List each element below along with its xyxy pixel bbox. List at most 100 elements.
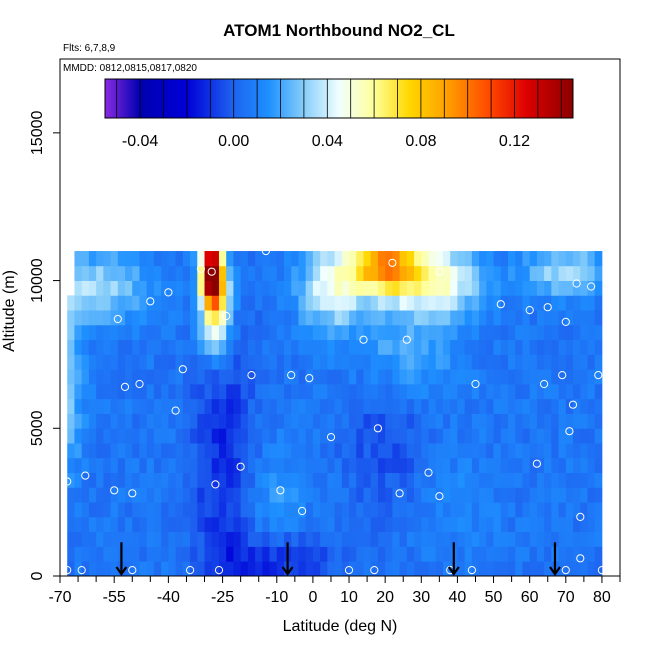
x-tick-label: 20 bbox=[376, 589, 394, 606]
heatmap-cell bbox=[161, 531, 169, 547]
heatmap-cell bbox=[67, 457, 75, 473]
heatmap-cell bbox=[522, 265, 531, 281]
heatmap-cell bbox=[341, 280, 350, 296]
heatmap-cell bbox=[233, 502, 242, 518]
heatmap-cell bbox=[334, 502, 343, 518]
heatmap-cell bbox=[544, 251, 552, 267]
heatmap-cell bbox=[312, 516, 321, 533]
heatmap-cell bbox=[580, 546, 588, 562]
heatmap-cell bbox=[515, 472, 523, 488]
heatmap-cell bbox=[334, 413, 343, 429]
heatmap-cell bbox=[74, 324, 83, 341]
heatmap-cell bbox=[406, 531, 415, 547]
heatmap-cell bbox=[284, 354, 292, 370]
heatmap-cell bbox=[558, 428, 567, 444]
heatmap-cell bbox=[442, 280, 451, 296]
x-tick-label: -40 bbox=[157, 589, 180, 606]
heatmap-cell bbox=[312, 443, 321, 459]
heatmap-cell bbox=[175, 413, 184, 429]
heatmap-cell bbox=[573, 443, 581, 459]
heatmap-cell bbox=[125, 413, 133, 429]
heatmap-cell bbox=[594, 546, 603, 562]
heatmap-cell bbox=[240, 383, 249, 400]
heatmap-cell bbox=[320, 295, 328, 311]
heatmap-cell bbox=[392, 561, 401, 577]
heatmap-cell bbox=[305, 251, 314, 267]
heatmap-cell bbox=[312, 265, 321, 281]
heatmap-cell bbox=[182, 428, 191, 444]
heatmap-cell bbox=[269, 383, 278, 400]
heatmap-cell bbox=[406, 487, 415, 503]
heatmap-cell bbox=[103, 324, 111, 341]
heatmap-cell bbox=[262, 457, 270, 473]
heatmap-cell bbox=[565, 413, 574, 429]
heatmap-cell bbox=[515, 531, 523, 547]
heatmap-cell bbox=[240, 487, 249, 503]
heatmap-cell bbox=[139, 546, 148, 562]
heatmap-cell bbox=[457, 561, 466, 577]
heatmap-cell bbox=[67, 502, 75, 518]
heatmap-cell bbox=[385, 280, 393, 296]
heatmap-cell bbox=[479, 324, 487, 341]
heatmap-cell bbox=[182, 280, 191, 296]
heatmap-cell bbox=[276, 443, 285, 459]
heatmap-cell bbox=[276, 502, 285, 518]
heatmap-cell bbox=[298, 428, 307, 444]
heatmap-cell bbox=[327, 354, 335, 370]
heatmap-cell bbox=[385, 251, 393, 267]
heatmap-cell bbox=[508, 516, 516, 533]
heatmap-cell bbox=[291, 561, 299, 577]
heatmap-cell bbox=[536, 443, 545, 459]
heatmap-cell bbox=[197, 443, 205, 459]
heatmap-cell bbox=[240, 324, 249, 341]
heatmap-cell bbox=[298, 561, 307, 577]
heatmap-cell bbox=[132, 428, 140, 444]
heatmap-cell bbox=[421, 383, 429, 400]
heatmap-cell bbox=[125, 369, 133, 385]
heatmap-cell bbox=[594, 310, 603, 326]
heatmap-cell bbox=[327, 280, 335, 296]
observation-point bbox=[211, 480, 220, 489]
heatmap-cell bbox=[175, 310, 184, 326]
heatmap-cell bbox=[117, 324, 126, 341]
heatmap-cell bbox=[536, 531, 545, 547]
heatmap-cell bbox=[110, 413, 119, 429]
heatmap-cell bbox=[587, 354, 596, 370]
heatmap-cell bbox=[558, 339, 567, 355]
heatmap-cell bbox=[312, 472, 321, 488]
heatmap-cell bbox=[125, 339, 133, 355]
heatmap-cell bbox=[414, 413, 422, 429]
heatmap-cell bbox=[146, 516, 155, 533]
heatmap-cell bbox=[428, 251, 437, 267]
heatmap-cell bbox=[240, 561, 249, 577]
observation-point bbox=[359, 335, 368, 344]
heatmap-cell bbox=[334, 295, 343, 311]
heatmap-cell bbox=[110, 398, 119, 414]
heatmap-cell bbox=[161, 398, 169, 414]
heatmap-cell bbox=[457, 265, 466, 281]
heatmap-cell bbox=[414, 428, 422, 444]
heatmap-cell bbox=[414, 516, 422, 533]
heatmap-cell bbox=[536, 251, 545, 267]
heatmap-cell bbox=[471, 295, 480, 311]
observation-point bbox=[344, 566, 354, 575]
heatmap-cell bbox=[551, 502, 559, 518]
heatmap-cell bbox=[349, 369, 357, 385]
heatmap-cell bbox=[247, 457, 256, 473]
heatmap-cell bbox=[370, 487, 379, 503]
heatmap-cell bbox=[573, 310, 581, 326]
heatmap-cell bbox=[471, 354, 480, 370]
heatmap-cell bbox=[240, 280, 249, 296]
heatmap-cell bbox=[377, 428, 386, 444]
heatmap-cell bbox=[363, 546, 372, 562]
heatmap-cell bbox=[262, 398, 270, 414]
heatmap-cell bbox=[211, 265, 220, 281]
heatmap-cell bbox=[240, 354, 249, 370]
heatmap-cell bbox=[594, 457, 603, 473]
x-tick-label: 40 bbox=[449, 589, 467, 606]
heatmap-cell bbox=[81, 369, 90, 385]
heatmap-cell bbox=[464, 457, 473, 473]
heatmap-cell bbox=[175, 472, 184, 488]
heatmap-cell bbox=[298, 280, 307, 296]
heatmap-cell bbox=[414, 487, 422, 503]
